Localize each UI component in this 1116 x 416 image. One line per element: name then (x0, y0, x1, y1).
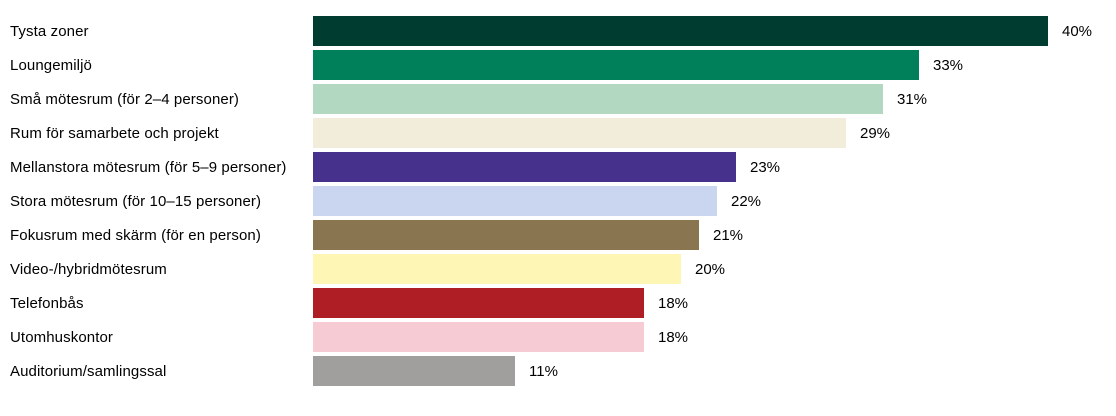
bar-track: 31% (313, 84, 1116, 114)
bar-track: 22% (313, 186, 1116, 216)
value-label: 31% (897, 90, 928, 108)
bar-track: 23% (313, 152, 1116, 182)
bar-track: 29% (313, 118, 1116, 148)
chart-row: Små mötesrum (för 2–4 personer) 31% (0, 84, 1116, 114)
bar (313, 84, 883, 114)
category-label: Loungemiljö (10, 56, 92, 74)
value-label: 18% (658, 294, 689, 312)
category-label: Fokusrum med skärm (för en person) (10, 226, 261, 244)
chart-row: Loungemiljö 33% (0, 50, 1116, 80)
bar-track: 40% (313, 16, 1116, 46)
value-label: 29% (860, 124, 891, 142)
value-label: 18% (658, 328, 689, 346)
bar (313, 16, 1048, 46)
category-label: Små mötesrum (för 2–4 personer) (10, 90, 240, 108)
value-label: 21% (713, 226, 744, 244)
category-label: Video-/hybridmötesrum (10, 260, 167, 278)
bar (313, 152, 736, 182)
bar-track: 33% (313, 50, 1116, 80)
category-label: Auditorium/samlingssal (10, 362, 167, 380)
bar-track: 18% (313, 322, 1116, 352)
category-label: Mellanstora mötesrum (för 5–9 personer) (10, 158, 287, 176)
chart-row: Auditorium/samlingssal 11% (0, 356, 1116, 386)
bar-track: 20% (313, 254, 1116, 284)
bar-track: 11% (313, 356, 1116, 386)
chart-row: Mellanstora mötesrum (för 5–9 personer) … (0, 152, 1116, 182)
value-label: 23% (750, 158, 781, 176)
value-label: 20% (695, 260, 726, 278)
value-label: 33% (933, 56, 964, 74)
value-label: 11% (529, 362, 558, 380)
bar (313, 50, 919, 80)
chart-row: Utomhuskontor 18% (0, 322, 1116, 352)
chart-row: Video-/hybridmötesrum 20% (0, 254, 1116, 284)
value-label: 40% (1062, 22, 1093, 40)
bar (313, 322, 644, 352)
category-label: Tysta zoner (10, 22, 89, 40)
bar-track: 21% (313, 220, 1116, 250)
bar (313, 220, 699, 250)
category-label: Utomhuskontor (10, 328, 114, 346)
chart-row: Telefonbås 18% (0, 288, 1116, 318)
category-label: Telefonbås (10, 294, 84, 312)
bar (313, 356, 515, 386)
chart-row: Stora mötesrum (för 10–15 personer) 22% (0, 186, 1116, 216)
bar (313, 288, 644, 318)
value-label: 22% (731, 192, 762, 210)
category-label: Rum för samarbete och projekt (10, 124, 219, 142)
bar-track: 18% (313, 288, 1116, 318)
bar (313, 254, 681, 284)
chart-row: Fokusrum med skärm (för en person) 21% (0, 220, 1116, 250)
chart-row: Tysta zoner 40% (0, 16, 1116, 46)
bar (313, 118, 846, 148)
chart-row: Rum för samarbete och projekt 29% (0, 118, 1116, 148)
bar (313, 186, 717, 216)
category-label: Stora mötesrum (för 10–15 personer) (10, 192, 262, 210)
